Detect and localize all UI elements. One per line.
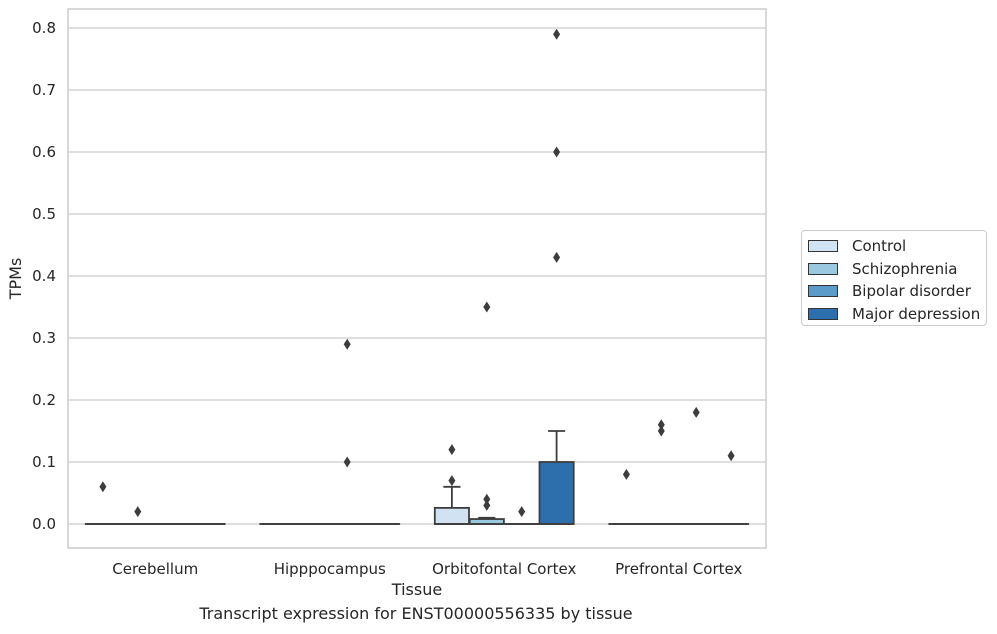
- outlier-point: [99, 481, 107, 493]
- outlier-point: [657, 425, 665, 437]
- outlier-point: [483, 493, 491, 505]
- x-tick-label: Cerebellum: [112, 560, 198, 578]
- outlier-point: [343, 456, 351, 468]
- outlier-point: [448, 475, 456, 487]
- box-control: [433, 485, 470, 525]
- y-tick-label: 0.6: [32, 143, 56, 161]
- x-axis-ticks: Cerebellum Hipppocampus Orbitofontal Corte…: [112, 560, 742, 578]
- outliers: [99, 28, 735, 518]
- legend-item-major-depression: Major depression: [808, 303, 986, 326]
- legend: Control Schizophrenia Bipolar disorder M…: [801, 230, 987, 326]
- outlier-point: [553, 28, 561, 40]
- y-tick-label: 0.0: [32, 515, 56, 533]
- box-major-depression: [538, 430, 575, 525]
- outlier-point: [134, 506, 142, 518]
- outlier-point: [727, 450, 735, 462]
- chart-title: Transcript expression for ENST0000055633…: [199, 604, 633, 623]
- legend-label: Bipolar disorder: [852, 282, 971, 301]
- legend-swatch: [808, 240, 838, 253]
- outlier-point: [518, 506, 526, 518]
- y-tick-label: 0.7: [32, 81, 56, 99]
- outlier-point: [483, 499, 491, 511]
- y-tick-label: 0.8: [32, 19, 56, 37]
- y-tick-label: 0.3: [32, 329, 56, 347]
- outlier-point: [448, 444, 456, 456]
- y-tick-label: 0.4: [32, 267, 56, 285]
- y-tick-label: 0.1: [32, 453, 56, 471]
- outlier-point: [657, 419, 665, 431]
- outlier-point: [692, 406, 700, 418]
- legend-label: Schizophrenia: [852, 259, 958, 278]
- outlier-point: [553, 146, 561, 158]
- outlier-point: [553, 251, 561, 263]
- outlier-point: [622, 468, 630, 480]
- plot-area-frame: [67, 8, 767, 549]
- legend-swatch: [808, 307, 838, 320]
- box-body: [433, 506, 470, 525]
- legend-item-bipolar-disorder: Bipolar disorder: [808, 280, 986, 303]
- y-axis-label: TPMs: [6, 258, 25, 301]
- y-tick-label: 0.5: [32, 205, 56, 223]
- gridlines: [68, 27, 766, 525]
- x-axis-label: Tissue: [391, 580, 442, 599]
- outlier-point: [483, 301, 491, 313]
- legend-label: Control: [852, 237, 907, 256]
- box-schizophrenia: [468, 516, 505, 525]
- legend-swatch: [808, 262, 838, 275]
- legend-item-control: Control: [808, 235, 986, 258]
- legend-label: Major depression: [852, 304, 981, 323]
- legend-swatch: [808, 285, 838, 298]
- x-tick-label: Orbitofontal Cortex: [432, 560, 576, 578]
- box-body: [538, 461, 575, 525]
- y-axis-ticks: 0.0 0.1 0.2 0.3 0.4 0.5 0.6 0.7 0.8: [32, 19, 56, 533]
- legend-item-schizophrenia: Schizophrenia: [808, 258, 986, 281]
- outlier-point: [343, 338, 351, 350]
- x-tick-label: Hipppocampus: [274, 560, 386, 578]
- y-tick-label: 0.2: [32, 391, 56, 409]
- boxes: [84, 430, 750, 525]
- x-tick-label: Prefrontal Cortex: [615, 560, 742, 578]
